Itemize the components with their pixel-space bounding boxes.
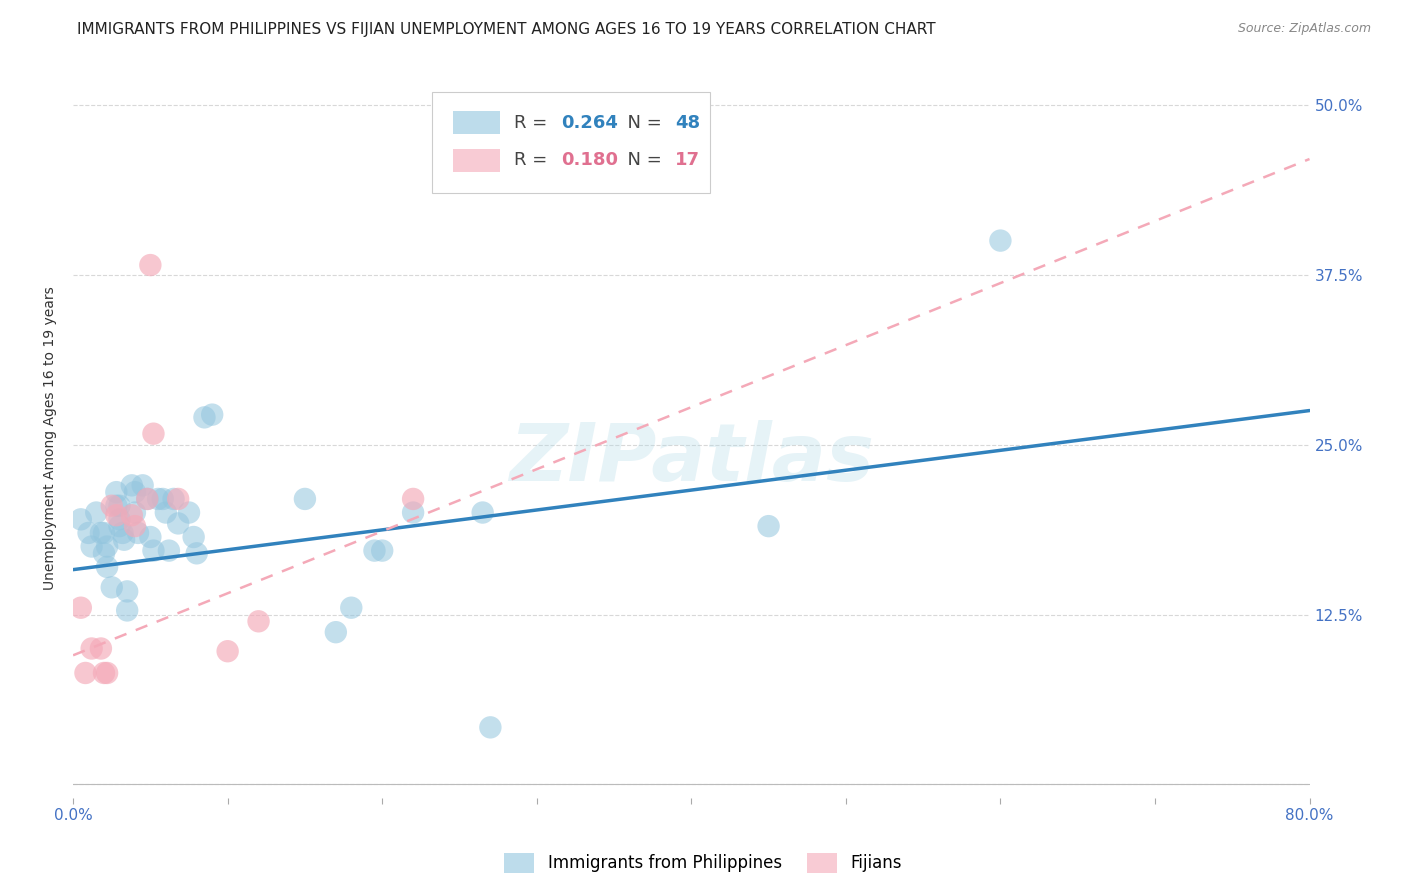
Point [139,258,162,272]
Text: 0.264: 0.264 [561,114,619,132]
Point [363,543,385,558]
Point [294,491,316,506]
Point [201,408,224,422]
Point [152,491,174,506]
Point [167,516,190,531]
Text: N =: N = [616,114,668,132]
Point [479,720,502,734]
Point [77,525,100,540]
Point [124,519,146,533]
Point [990,234,1012,248]
Point [371,543,394,558]
Point [108,512,131,526]
Point [142,426,165,441]
Point [105,485,128,500]
Point [100,499,122,513]
Point [90,525,112,540]
Point [93,546,115,560]
Point [108,499,131,513]
Point [121,478,143,492]
Point [115,584,138,599]
FancyBboxPatch shape [432,92,710,193]
Point [105,508,128,523]
Text: ZIPatlas: ZIPatlas [509,420,873,499]
Point [124,506,146,520]
Legend: Immigrants from Philippines, Fijians: Immigrants from Philippines, Fijians [498,847,908,880]
Point [90,641,112,656]
Point [96,665,118,680]
Text: N =: N = [616,152,668,169]
Point [84,506,107,520]
Point [115,603,138,617]
Y-axis label: Unemployment Among Ages 16 to 19 years: Unemployment Among Ages 16 to 19 years [44,285,58,590]
Text: 48: 48 [675,114,700,132]
Point [758,519,780,533]
Point [131,478,153,492]
Point [124,485,146,500]
Text: R =: R = [515,152,554,169]
Point [402,491,425,506]
Point [96,540,118,554]
FancyBboxPatch shape [453,149,499,172]
Point [108,519,131,533]
Point [121,508,143,523]
FancyBboxPatch shape [453,112,499,135]
Point [402,506,425,520]
Point [93,665,115,680]
Point [325,625,347,640]
Point [100,580,122,594]
Point [112,533,135,547]
Point [111,525,134,540]
Point [340,600,363,615]
Point [186,546,208,560]
Point [93,525,115,540]
Text: IMMIGRANTS FROM PHILIPPINES VS FIJIAN UNEMPLOYMENT AMONG AGES 16 TO 19 YEARS COR: IMMIGRANTS FROM PHILIPPINES VS FIJIAN UN… [77,22,936,37]
Point [142,543,165,558]
Point [127,525,149,540]
Point [136,491,159,506]
Point [155,506,177,520]
Point [167,491,190,506]
Point [217,644,239,658]
Point [139,530,162,544]
Text: 17: 17 [675,152,700,169]
Point [136,491,159,506]
Point [247,615,270,629]
Point [80,540,103,554]
Point [75,665,97,680]
Point [177,506,200,520]
Point [105,499,128,513]
Point [146,491,169,506]
Point [193,410,215,425]
Text: 0.180: 0.180 [561,152,619,169]
Point [69,512,91,526]
Text: Source: ZipAtlas.com: Source: ZipAtlas.com [1237,22,1371,36]
Point [80,641,103,656]
Point [69,600,91,615]
Point [162,491,184,506]
Point [157,543,180,558]
Point [96,560,118,574]
Point [183,530,205,544]
Point [471,506,494,520]
Text: R =: R = [515,114,554,132]
